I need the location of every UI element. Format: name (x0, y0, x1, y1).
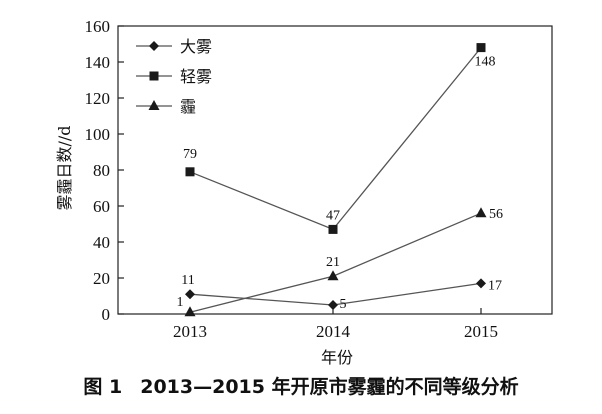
series-triangle (184, 207, 487, 317)
legend-label: 大雾 (180, 37, 212, 56)
data-point (475, 207, 487, 218)
x-tick-label: 2013 (173, 322, 207, 341)
y-axis-title: 雾霾日数//d (55, 125, 74, 210)
legend-entry: 大雾 (136, 37, 212, 56)
x-axis-title: 年份 (321, 348, 353, 367)
x-tick-label: 2015 (464, 322, 498, 341)
series-square (185, 43, 486, 234)
figure-number: 图 1 (83, 376, 123, 398)
legend-marker (148, 100, 160, 110)
y-tick-label: 80 (93, 161, 110, 180)
y-tick-label: 100 (85, 125, 111, 144)
figure-title: 2013—2015 年开原市雾霾的不同等级分析 (140, 376, 519, 398)
y-tick-label: 0 (102, 305, 111, 324)
legend-marker (149, 41, 159, 51)
data-point (476, 43, 486, 53)
chart-series (184, 43, 487, 317)
legend-label: 轻雾 (180, 67, 212, 86)
data-point (476, 278, 486, 289)
legend-marker (149, 71, 159, 81)
data-label: 79 (183, 147, 197, 162)
data-point (328, 300, 338, 310)
x-tick-label: 2014 (316, 322, 351, 341)
data-label: 11 (181, 273, 194, 288)
data-point (328, 224, 338, 234)
y-tick-label: 120 (85, 89, 111, 108)
data-point (185, 167, 195, 177)
legend-entry: 霾 (136, 97, 196, 116)
chart-axes: 0 20 40 60 80 100 120 140 160 2013 2014 2015 (85, 17, 553, 341)
data-label: 56 (489, 207, 503, 222)
y-tick-label: 140 (85, 53, 111, 72)
series-diamond (185, 278, 486, 310)
data-label: 1 (177, 295, 184, 310)
data-label: 148 (475, 55, 496, 70)
y-tick-label: 60 (93, 197, 110, 216)
legend-label: 霾 (180, 97, 196, 116)
legend-entry: 轻雾 (136, 67, 212, 86)
data-label: 47 (326, 208, 340, 223)
figure-caption: 图 1 2013—2015 年开原市雾霾的不同等级分析 (0, 372, 602, 399)
series-line (189, 47, 482, 231)
data-point (185, 289, 195, 300)
data-label: 17 (488, 278, 502, 293)
data-label: 5 (340, 297, 347, 312)
y-tick-label: 40 (93, 233, 110, 252)
data-point (184, 306, 196, 317)
y-tick-label: 20 (93, 269, 110, 288)
chart-data-labels: 11 5 17 79 47 148 1 21 56 (177, 55, 504, 312)
data-point (327, 270, 339, 281)
y-tick-label: 160 (85, 17, 111, 36)
data-label: 21 (326, 255, 340, 270)
